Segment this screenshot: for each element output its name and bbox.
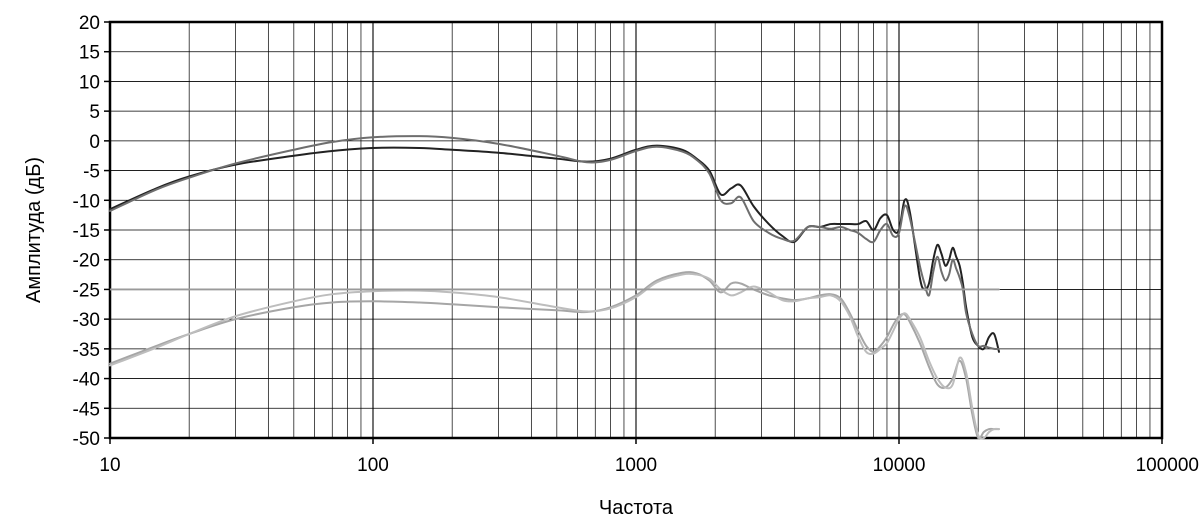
y-tick-label: 20 <box>79 13 100 34</box>
y-tick-label: -30 <box>73 310 100 331</box>
y-tick-labels: 20 15 10 5 0 -5 -10 -15 -20 -25 -30 -35 -40 -45 -50 <box>73 13 110 450</box>
x-tick-label: 100 <box>357 455 389 476</box>
x-tick-label: 1000 <box>615 455 657 476</box>
y-tick-label: -45 <box>73 399 100 420</box>
series-layer <box>109 135 1000 440</box>
y-tick-label: -40 <box>73 370 100 391</box>
series-line-2 <box>109 135 1000 350</box>
y-tick-label: 10 <box>79 72 100 93</box>
y-tick-label: 15 <box>79 43 100 64</box>
y-tick-label: -50 <box>73 429 100 450</box>
x-tick-label: 10000 <box>873 455 926 476</box>
x-tick-label: 100000 <box>1136 455 1199 476</box>
y-tick-label: 5 <box>89 102 100 123</box>
x-tick-labels: 10 100 1000 10000 100000 <box>99 438 1199 476</box>
y-tick-label: -25 <box>73 280 100 301</box>
y-tick-label: -10 <box>73 191 100 212</box>
grid <box>110 22 1162 438</box>
x-tick-label: 10 <box>99 455 120 476</box>
y-tick-label: -20 <box>73 251 100 272</box>
y-tick-label: 0 <box>89 132 100 153</box>
series-line-1 <box>109 144 1000 353</box>
x-axis-title: Частота <box>599 497 674 519</box>
y-tick-label: -5 <box>83 162 100 183</box>
y-axis-title: Амплитуда (дБ) <box>23 157 45 303</box>
series-line-3 <box>109 271 1000 440</box>
series-line-4 <box>109 272 1000 440</box>
y-tick-label: -35 <box>73 340 100 361</box>
y-tick-label: -15 <box>73 221 100 242</box>
